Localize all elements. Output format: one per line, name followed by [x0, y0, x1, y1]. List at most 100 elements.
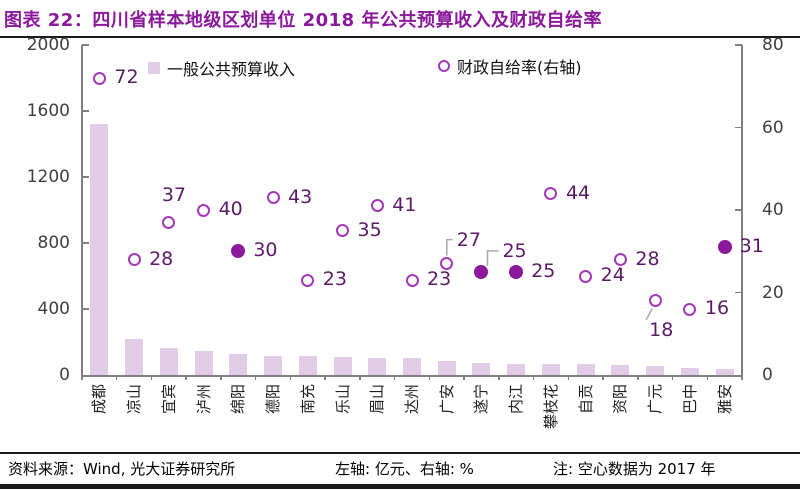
- hollow-circle-icon: [438, 60, 450, 72]
- revenue-bar: [715, 368, 734, 375]
- rate-value-label: 28: [635, 247, 660, 270]
- x-axis-tick: [81, 375, 83, 380]
- rate-marker-filled: [509, 264, 524, 279]
- rate-marker-hollow: [197, 203, 211, 217]
- category-label: 德阳: [264, 384, 283, 415]
- rate-marker-hollow: [127, 253, 141, 266]
- x-axis-tick: [463, 375, 465, 380]
- revenue-bar: [680, 367, 699, 375]
- category-label: 达州: [403, 384, 421, 415]
- revenue-bar: [159, 347, 178, 375]
- left-axis-tick-label: 1200: [26, 167, 70, 187]
- x-axis-tick: [115, 375, 118, 380]
- rate-value-label: 18: [649, 318, 674, 341]
- category-label: 泸州: [194, 384, 213, 415]
- x-axis-tick: [741, 375, 743, 380]
- revenue-bar: [507, 363, 526, 375]
- rate-marker-hollow: [336, 224, 350, 238]
- category-label: 自贡: [576, 384, 595, 415]
- right-axis-tick: [735, 291, 742, 294]
- x-axis-tick: [359, 375, 361, 380]
- rate-value-label: 40: [218, 198, 243, 220]
- rate-value-label: 72: [114, 66, 139, 88]
- rate-value-label: 16: [704, 297, 730, 319]
- category-label: 广安: [437, 384, 456, 415]
- rate-value-label: 31: [739, 235, 764, 258]
- rate-marker-hollow: [648, 294, 662, 308]
- x-axis-tick: [706, 375, 708, 380]
- x-axis-tick: [637, 375, 639, 380]
- revenue-bar: [472, 363, 491, 375]
- rate-marker-filled: [231, 244, 246, 259]
- revenue-bar: [646, 366, 665, 375]
- left-axis-tick: [82, 308, 89, 310]
- left-axis-tick-label: 800: [37, 233, 70, 253]
- rate-value-label: 35: [357, 218, 382, 241]
- x-axis-tick: [428, 375, 431, 380]
- revenue-bar: [541, 363, 560, 375]
- rate-value-label: 24: [600, 264, 625, 286]
- rate-marker-hollow: [579, 269, 593, 283]
- bottom-border: [0, 484, 800, 489]
- revenue-bar: [229, 354, 248, 375]
- revenue-bar: [194, 350, 213, 375]
- rate-marker-filled: [474, 264, 489, 279]
- right-axis-tick: [735, 209, 742, 211]
- revenue-bar: [576, 363, 595, 375]
- left-axis-tick: [82, 110, 89, 112]
- rate-marker-hollow: [266, 191, 280, 205]
- category-label: 内江: [507, 384, 526, 415]
- right-axis-tick: [735, 126, 742, 129]
- category-label: 乐山: [333, 384, 352, 415]
- x-axis-tick: [671, 375, 674, 380]
- right-axis-tick-label: 0: [762, 365, 773, 385]
- revenue-bar: [403, 358, 421, 375]
- rate-value-label: 25: [502, 239, 527, 262]
- left-axis-tick: [82, 44, 89, 46]
- left-axis-tick: [82, 242, 89, 244]
- x-axis-line: [81, 375, 743, 377]
- page-title: 图表 22：四川省样本地级区划单位 2018 年公共预算收入及财政自给率: [4, 10, 602, 31]
- revenue-bar: [368, 357, 387, 375]
- rate-value-label: 27: [456, 228, 481, 251]
- rate-marker-hollow: [683, 302, 697, 316]
- revenue-bar: [611, 365, 630, 375]
- title-divider: [0, 36, 800, 38]
- rate-marker-hollow: [370, 199, 384, 213]
- category-label: 凉山: [125, 384, 144, 415]
- x-axis-tick: [150, 375, 153, 380]
- axis-units-note: 左轴: 亿元、右轴: %: [335, 460, 474, 478]
- rate-value-label: 37: [161, 184, 187, 207]
- x-axis-tick: [602, 375, 604, 380]
- leader-line: [486, 250, 499, 266]
- x-axis-tick: [324, 375, 326, 380]
- bar-swatch-icon: [148, 62, 160, 74]
- leader-line: [445, 238, 453, 256]
- legend-label-rate: 财政自给率(右轴): [457, 58, 582, 77]
- rate-marker-filled: [717, 240, 732, 255]
- x-axis-tick: [532, 375, 535, 380]
- rate-value-label: 23: [427, 268, 452, 291]
- right-axis-tick-label: 20: [762, 282, 784, 303]
- rate-marker-hollow: [440, 257, 454, 271]
- revenue-bar: [333, 357, 352, 375]
- left-axis-tick-label: 0: [59, 365, 70, 385]
- x-axis-tick: [220, 375, 222, 380]
- legend-item-rate: 财政自给率(右轴): [438, 54, 582, 78]
- x-axis-tick: [289, 375, 292, 380]
- rate-marker-hollow: [162, 215, 176, 229]
- rate-value-label: 30: [253, 239, 278, 262]
- category-label: 遂宁: [472, 384, 491, 415]
- x-axis-tick: [254, 375, 257, 380]
- category-label: 攀枝花: [541, 384, 560, 430]
- category-label: 南充: [298, 384, 317, 415]
- left-axis-tick: [82, 176, 89, 178]
- right-axis-tick-label: 80: [762, 35, 784, 55]
- category-label: 绵阳: [229, 384, 248, 415]
- category-label: 巴中: [680, 384, 699, 415]
- hollow-data-note: 注: 空心数据为 2017 年: [553, 460, 716, 478]
- source-note: 资料来源：Wind, 光大证券研究所: [8, 460, 236, 478]
- x-axis-tick: [185, 375, 187, 380]
